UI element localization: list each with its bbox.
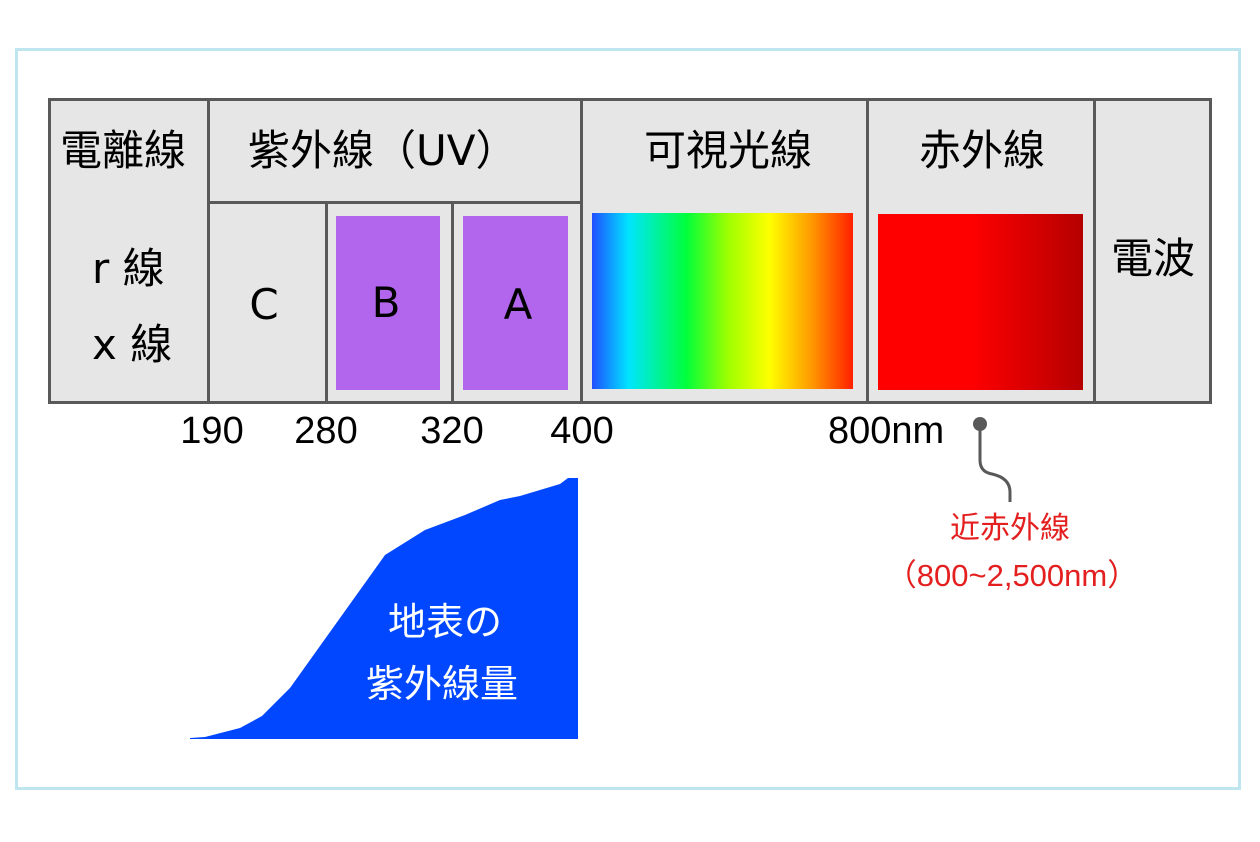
visible-title: 可視光線 [643,126,813,175]
uv-c-cell [207,201,328,404]
visible-spectrum-bar [592,213,853,389]
ionizing-cell [48,98,210,404]
uv-title: 紫外線（UV） [248,126,518,175]
uv-area-line2: 紫外線量 [366,662,519,706]
outer-frame [15,48,1241,790]
near-infrared-range: （800~2,500nm） [885,558,1139,593]
uv-area-line1: 地表の [388,600,503,644]
x-ray-label: x 線 [92,320,173,369]
radio-title: 電波 [1110,234,1196,283]
wavelength-320: 320 [420,410,484,452]
infrared-title: 赤外線 [918,126,1046,175]
uv-a-label: A [503,280,533,329]
uv-area-shape [190,478,578,739]
gamma-ray-label: r 線 [92,244,165,293]
leader-line [978,424,1012,502]
uv-b-label: B [371,278,401,327]
uv-a-bar [463,216,568,390]
wavelength-400: 400 [550,410,614,452]
uv-b-bar [336,216,440,390]
near-infrared-label: 近赤外線 [950,511,1070,546]
wavelength-280: 280 [294,410,358,452]
radio-cell [1093,98,1212,404]
wavelength-800nm: 800nm [828,410,945,452]
infrared-bar [878,214,1083,390]
wavelength-190: 190 [180,410,244,452]
ionizing-title: 電離線 [60,126,187,175]
uv-c-label: C [249,280,279,329]
